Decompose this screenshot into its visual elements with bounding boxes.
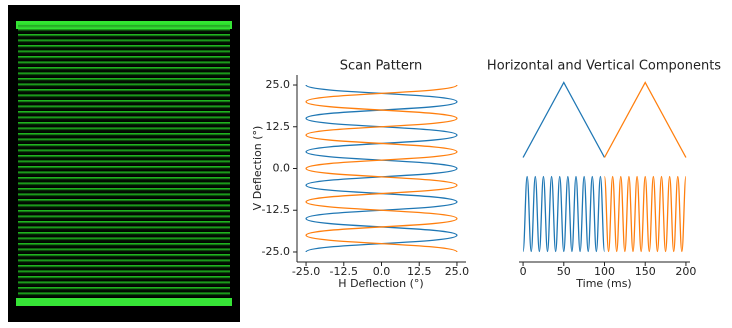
y-tick-label: 25.0	[266, 78, 291, 91]
x-tick-label: 0.0	[373, 265, 391, 278]
x-tick-label: 12.5	[407, 265, 432, 278]
x-tick-label: 50	[557, 265, 571, 278]
x-tick-label: -25.0	[292, 265, 320, 278]
image-edge	[16, 298, 232, 306]
y-tick-label: -12.5	[262, 203, 290, 216]
x-tick-label: 150	[635, 265, 656, 278]
y-tick-label: -25.0	[262, 245, 290, 258]
x-tick-label: 100	[594, 265, 615, 278]
x-tick-label: 0	[520, 265, 527, 278]
top-trace	[603, 81, 687, 158]
bottom-trace	[522, 175, 606, 253]
scan-trace	[305, 84, 458, 253]
x-tick-label: 200	[675, 265, 696, 278]
chart-title: Horizontal and Vertical Components	[487, 59, 721, 74]
bottom-trace	[603, 175, 687, 253]
top-trace	[522, 81, 606, 158]
y-axis-label: V Deflection (°)	[251, 126, 264, 211]
chart-title: Scan Pattern	[340, 59, 423, 74]
y-tick-label: 12.5	[266, 120, 291, 133]
scan-image	[8, 5, 240, 322]
x-axis-label: H Deflection (°)	[338, 277, 423, 290]
scan-trace	[305, 84, 458, 253]
x-axis-label: Time (ms)	[575, 277, 631, 290]
image-lines	[18, 23, 230, 304]
y-tick-label: 0.0	[273, 162, 291, 175]
x-tick-label: -12.5	[330, 265, 358, 278]
x-tick-label: 25.0	[445, 265, 470, 278]
